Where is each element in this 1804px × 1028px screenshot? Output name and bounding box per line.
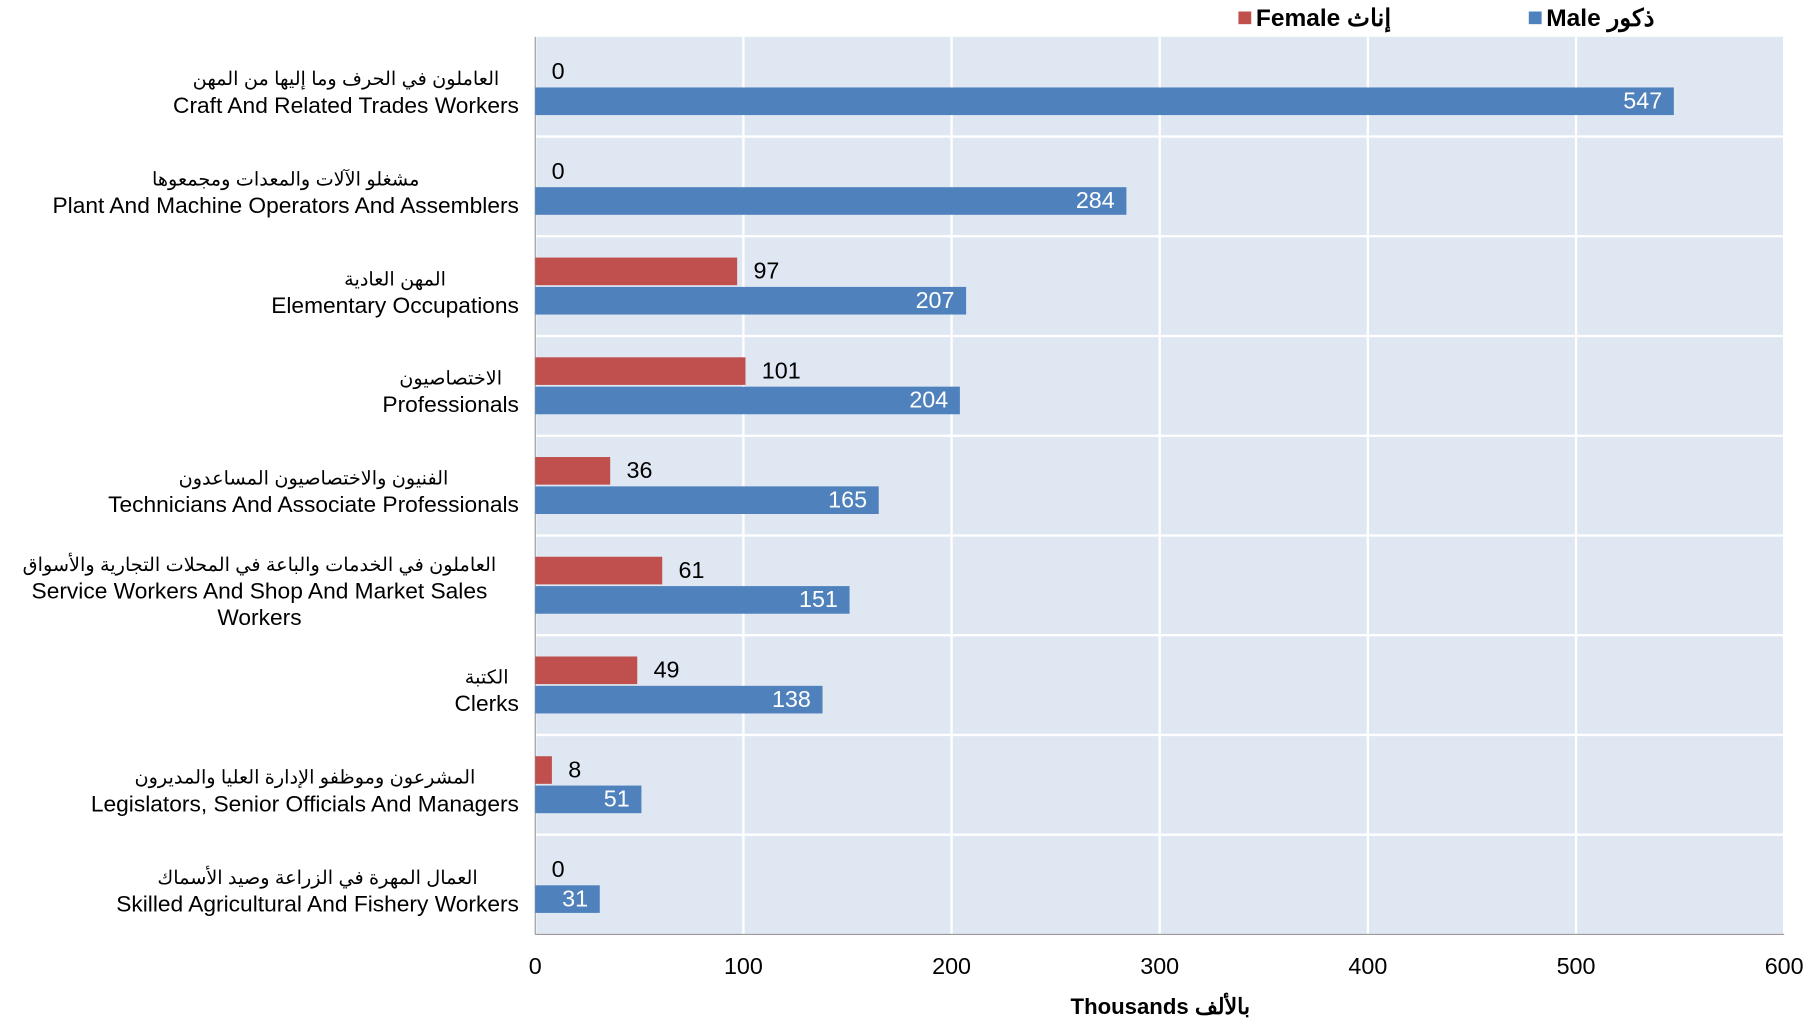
category-label-box: مشغلو الآلات والمعدات ومجمعوها Plant And … — [0, 146, 519, 241]
value-label: 97 — [753, 258, 779, 284]
bar — [535, 885, 600, 913]
bar — [535, 785, 642, 814]
legend-label: Male ذكور — [1546, 5, 1654, 33]
category-label: المشرعون وموظفو الإدارة العليا والمديرون… — [0, 744, 519, 839]
x-tick-label: 300 — [1140, 953, 1179, 979]
bar — [535, 257, 738, 286]
category-label-box: المهن العادية Elementary Occupations — [0, 245, 519, 340]
category-label: العاملون في الخدمات والباعة في المحلات ا… — [0, 545, 519, 640]
category-label-en: Legislators, Senior Officials And Manage… — [90, 791, 519, 818]
x-axis-label: Thousands بالألف — [1071, 992, 1250, 1019]
category-label-en: Plant And Machine Operators And Assemble… — [52, 193, 519, 219]
category-label-box: العمال المهرة في الزراعة وصيد الأسماك Ski… — [0, 844, 519, 939]
value-label: 0 — [552, 58, 565, 84]
legend-swatch — [1528, 11, 1542, 25]
category-label-box: الاختصاصيون Professionals — [0, 345, 519, 440]
legend-label: Female إناث — [1256, 5, 1391, 32]
value-label: 207 — [916, 287, 955, 313]
category-label-text: الكتبة Clerks — [454, 666, 518, 719]
category-label-ar: الاختصاصيون — [399, 368, 503, 390]
value-label: 101 — [762, 357, 801, 383]
category-label-en: Technicians And Associate Professionals — [108, 492, 519, 518]
category-label-en: Service Workers And Shop And Market Sale… — [31, 578, 488, 631]
value-label: 547 — [1623, 88, 1662, 114]
category-label-ar: المشرعون وموظفو الإدارة العليا والمديرون — [134, 767, 476, 789]
category-label-ar: مشغلو الآلات والمعدات ومجمعوها — [152, 169, 420, 190]
x-tick-label: 400 — [1348, 953, 1387, 979]
category-label-ar: العاملون في الحرف وما إليها من المهن — [192, 69, 500, 91]
category-label-ar: الكتبة — [464, 667, 509, 689]
bar — [535, 286, 967, 315]
bar — [535, 357, 746, 385]
category-label-en: Elementary Occupations — [271, 293, 519, 319]
category-label-en: Skilled Agricultural And Fishery Workers — [116, 891, 519, 917]
bar — [535, 586, 850, 614]
value-label: 284 — [1076, 187, 1115, 213]
bar — [535, 87, 1674, 116]
category-label-en: Craft And Related Trades Workers — [173, 93, 519, 119]
category-label-ar: المهن العادية — [344, 268, 446, 290]
value-label: 49 — [654, 657, 680, 683]
legend-swatch — [1238, 11, 1252, 25]
category-label-box: الفنيون والاختصاصيون المساعدون Technician… — [0, 445, 519, 540]
x-tick-label: 500 — [1557, 953, 1596, 979]
x-tick-label: 600 — [1765, 953, 1804, 979]
x-tick-label: 0 — [529, 953, 542, 979]
bar — [535, 685, 823, 714]
category-label-text: المشرعون وموظفو الإدارة العليا والمديرون… — [91, 765, 519, 818]
category-label-text: الفنيون والاختصاصيون المساعدون Technician… — [108, 466, 519, 519]
value-label: 204 — [909, 387, 948, 413]
bar — [535, 656, 638, 685]
category-label-text: العاملون في الحرف وما إليها من المهن Craf… — [173, 67, 519, 120]
value-label: 0 — [552, 158, 565, 184]
category-label-box: المشرعون وموظفو الإدارة العليا والمديرون… — [0, 744, 519, 839]
category-label: المهن العادية Elementary Occupations — [0, 245, 519, 340]
value-label: 61 — [679, 557, 705, 583]
value-label: 36 — [627, 457, 653, 483]
bar — [535, 556, 663, 585]
value-label: 151 — [799, 586, 838, 612]
category-label: الفنيون والاختصاصيون المساعدونTechnician… — [0, 445, 519, 540]
category-label: مشغلو الآلات والمعدات ومجمعوها Plant And … — [0, 146, 519, 241]
value-label: 31 — [562, 885, 588, 911]
category-label-box: الكتبة Clerks — [0, 644, 518, 739]
value-label: 8 — [568, 756, 581, 782]
category-label-en: Clerks — [454, 691, 519, 718]
category-label: العاملون في الحرف وما إليها من المهنCraf… — [0, 46, 519, 141]
category-label-box: العاملون في الخدمات والباعة في المحلات ا… — [0, 545, 519, 640]
bar — [535, 187, 1127, 215]
x-tick-label: 100 — [724, 953, 763, 979]
bar — [535, 486, 879, 514]
category-label-en: Professionals — [382, 392, 519, 419]
category-label-text: المهن العادية Elementary Occupations — [271, 267, 519, 320]
category-label-text: العاملون في الخدمات والباعة في المحلات ا… — [0, 553, 519, 632]
value-label: 138 — [772, 686, 811, 712]
category-label: العمال المهرة في الزراعة وصيد الأسماك Ski… — [0, 844, 519, 939]
x-tick-label: 200 — [932, 953, 971, 979]
value-label: 51 — [604, 786, 630, 812]
category-label-ar: العمال المهرة في الزراعة وصيد الأسماك — [157, 867, 478, 888]
bar — [535, 457, 611, 485]
value-label: 0 — [552, 856, 565, 882]
bar — [535, 756, 552, 784]
category-label-text: مشغلو الآلات والمعدات ومجمعوها Plant And … — [52, 167, 518, 220]
bar — [535, 386, 960, 415]
category-label-box: العاملون في الحرف وما إليها من المهن Craf… — [0, 46, 519, 141]
category-label-ar: العاملون في الخدمات والباعة في المحلات ا… — [22, 554, 497, 576]
value-label: 165 — [828, 487, 867, 513]
category-label-text: الاختصاصيون Professionals — [382, 366, 519, 419]
category-label-text: العمال المهرة في الزراعة وصيد الأسماك Ski… — [116, 865, 519, 918]
category-label-ar: الفنيون والاختصاصيون المساعدون — [178, 468, 449, 490]
